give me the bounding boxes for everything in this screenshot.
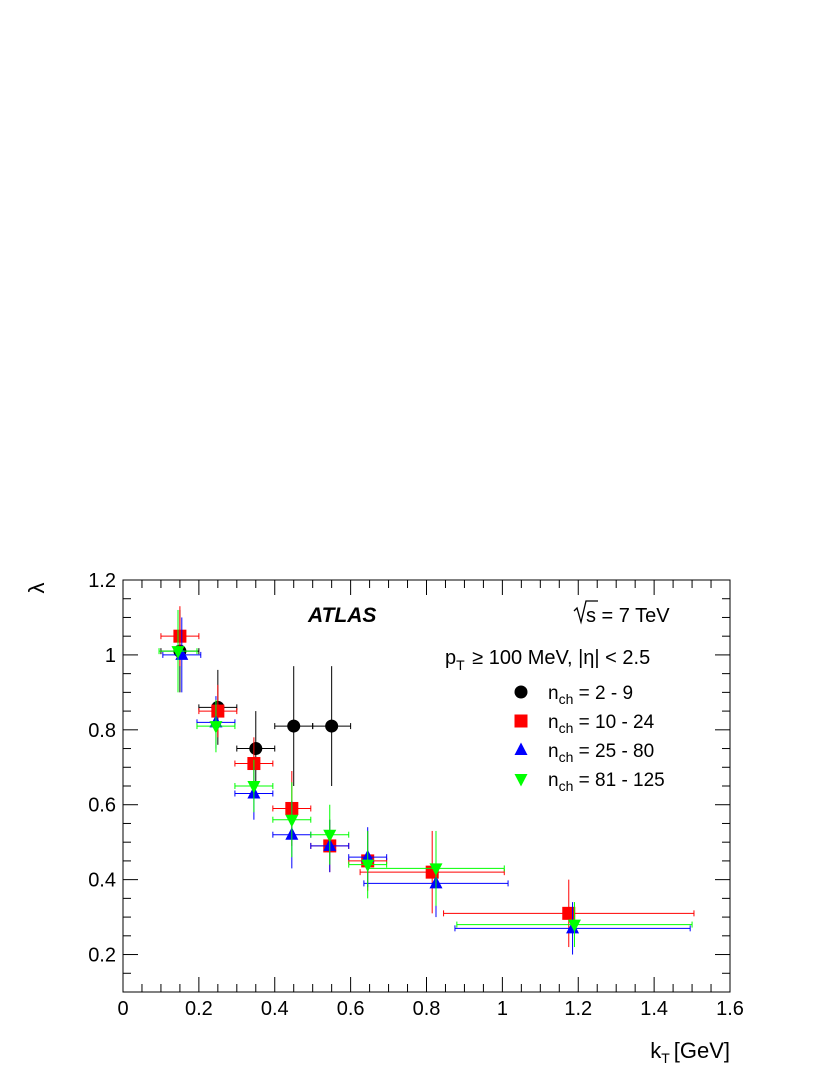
x-axis-title: kT [GeV]	[650, 1038, 730, 1066]
data-point	[429, 863, 443, 876]
data-point	[323, 829, 337, 843]
legend-marker	[514, 714, 528, 728]
energy-label: s = 7 TeV	[573, 600, 670, 627]
data-point	[247, 781, 261, 794]
y-tick-label: 0.4	[88, 870, 116, 892]
data-point	[249, 742, 263, 756]
legend-marker	[514, 774, 528, 787]
legend-entry: nch = 25 - 80	[548, 741, 654, 765]
legend-marker	[514, 685, 528, 699]
cuts-label: pT ≥ 100 MeV, |η| < 2.5	[445, 647, 650, 673]
atlas-label: ATLAS	[307, 604, 376, 627]
data-series	[158, 606, 695, 955]
legend-entry: nch = 10 - 24	[548, 712, 655, 736]
y-tick-label: 1.2	[88, 570, 116, 592]
data-point	[285, 814, 299, 828]
legend-marker	[514, 742, 528, 755]
data-point	[325, 719, 339, 733]
legend-entry: nch = 81 - 125	[548, 770, 665, 794]
x-tick-label: 0	[117, 998, 128, 1020]
data-point	[562, 906, 576, 920]
data-point	[209, 721, 223, 734]
legend-entry: nch = 2 - 9	[548, 683, 633, 707]
y-axis-ticks	[123, 579, 730, 993]
y-axis-tick-labels: 0.2 0.4 0.6 0.8 1 1.2	[88, 570, 116, 967]
y-tick-label: 0.6	[88, 795, 116, 817]
x-tick-label: 1.6	[716, 998, 744, 1020]
x-tick-label: 1.2	[564, 998, 592, 1020]
x-axis-ticks	[122, 580, 731, 992]
x-tick-label: 0.2	[185, 998, 213, 1020]
y-tick-label: 1	[105, 645, 116, 667]
x-tick-label: 0.8	[413, 998, 441, 1020]
x-tick-label: 1.4	[640, 998, 668, 1020]
x-tick-label: 1	[497, 998, 508, 1020]
data-point	[171, 646, 185, 659]
data-point	[287, 719, 301, 733]
data-point	[211, 704, 225, 718]
svg-text:s = 7 TeV: s = 7 TeV	[586, 605, 670, 627]
x-axis-tick-labels: 0 0.2 0.4 0.6 0.8 1 1.2 1.4 1.6	[117, 998, 743, 1020]
legend: nch = 2 - 9 nch = 10 - 24 nch = 25 - 80 nch…	[514, 683, 665, 794]
y-tick-label: 0.8	[88, 720, 116, 742]
x-tick-label: 0.6	[337, 998, 365, 1020]
series-4	[158, 609, 693, 948]
data-point	[567, 919, 581, 933]
y-tick-label: 0.2	[88, 945, 116, 967]
sqrt-symbol	[573, 600, 598, 625]
data-point	[173, 629, 187, 643]
y-axis-title: λ	[24, 583, 49, 594]
x-tick-label: 0.4	[261, 998, 289, 1020]
